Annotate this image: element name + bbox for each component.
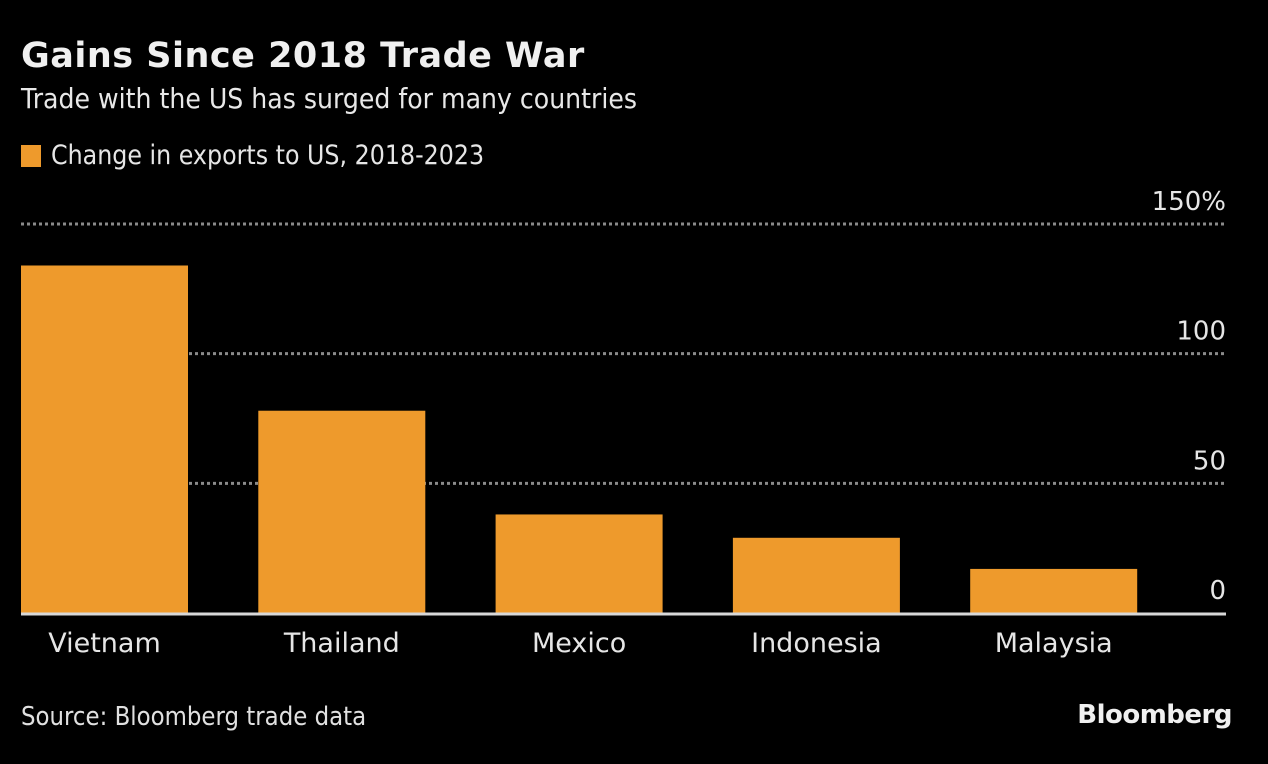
legend-swatch	[21, 144, 41, 167]
x-tick-label: Indonesia	[751, 628, 882, 659]
legend: Change in exports to US, 2018-2023	[21, 140, 543, 171]
bar-vietnam	[21, 265, 188, 613]
y-tick-label: 50	[1193, 446, 1226, 476]
legend-label: Change in exports to US, 2018-2023	[51, 140, 485, 171]
y-tick-label: 100	[1176, 317, 1226, 347]
bar-malaysia	[970, 568, 1138, 613]
bar-mexico	[495, 514, 663, 613]
gridlines	[21, 222, 1226, 485]
x-tick-label: Vietnam	[48, 628, 161, 659]
x-tick-label: Thailand	[283, 628, 400, 659]
brand-logo: Bloomberg	[1077, 700, 1232, 730]
chart-subtitle: Trade with the US has surged for many co…	[21, 82, 638, 115]
source-note: Source: Bloomberg trade data	[21, 702, 367, 732]
bar-indonesia	[732, 537, 900, 613]
x-tick-label: Mexico	[532, 628, 626, 659]
y-tick-label: 150%	[1152, 187, 1226, 217]
y-tick-label: 0	[1209, 576, 1226, 606]
bar-thailand	[258, 410, 426, 613]
axes: 0 50 100 150% Vietnam Thailand Mexico Indonesia…	[21, 187, 1226, 659]
x-tick-label: Malaysia	[995, 628, 1113, 659]
bars	[21, 265, 1138, 613]
chart-title: Gains Since 2018 Trade War	[21, 36, 585, 76]
